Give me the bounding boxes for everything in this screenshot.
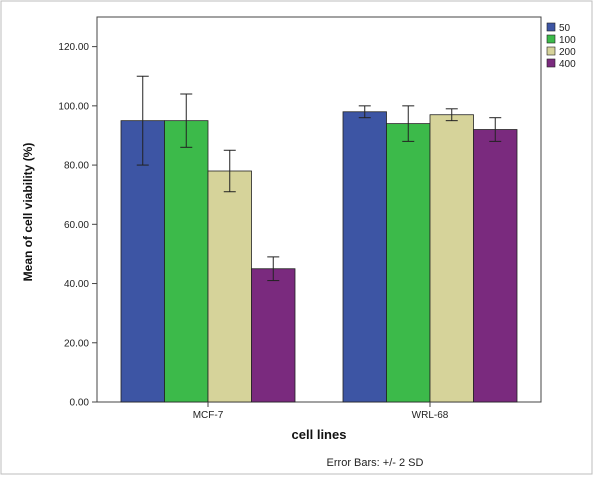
legend-label: 100 (559, 35, 576, 46)
y-axis: 0.00 20.00 40.00 60.00 80.00 100.00 120.00 (58, 42, 97, 409)
error-bar (136, 75, 149, 166)
y-tick-label: 0.00 (70, 398, 90, 409)
bar-mcf7-200 (207, 170, 252, 403)
x-tick-label: WRL-68 (412, 410, 449, 421)
error-bar (445, 108, 458, 122)
error-bar (358, 105, 371, 119)
bar-mcf7-100 (164, 120, 209, 403)
error-bar (223, 149, 236, 193)
bars-group (120, 111, 518, 403)
error-bar (489, 117, 502, 142)
error-bar (180, 93, 193, 148)
y-tick-label: 60.00 (64, 220, 89, 231)
bar-wrl68-400 (473, 129, 518, 403)
bar-wrl68-200 (429, 114, 474, 403)
bar-mcf7-400 (251, 268, 296, 403)
y-tick-label: 20.00 (64, 338, 89, 349)
x-axis: MCF-7 WRL-68 (193, 402, 449, 421)
legend-swatch (546, 34, 556, 44)
legend-label: 400 (559, 59, 576, 70)
legend-label: 50 (559, 23, 571, 34)
error-bars-note: Error Bars: +/- 2 SD (327, 457, 424, 469)
y-tick-label: 80.00 (64, 161, 89, 172)
bar-wrl68-100 (386, 123, 431, 403)
y-tick-label: 120.00 (58, 42, 89, 53)
error-bar (402, 105, 415, 142)
error-bar (267, 256, 280, 282)
legend-label: 200 (559, 47, 576, 58)
x-tick-label: MCF-7 (193, 410, 224, 421)
legend-swatch (546, 22, 556, 32)
y-axis-title: Mean of cell viability (%) (21, 143, 35, 282)
error-bars-group (136, 75, 502, 282)
y-tick-label: 40.00 (64, 279, 89, 290)
x-axis-title: cell lines (292, 427, 347, 442)
y-tick-label: 100.00 (58, 101, 89, 112)
legend-swatch (546, 58, 556, 68)
legend-swatch (546, 46, 556, 56)
bar-wrl68-50 (342, 111, 387, 403)
